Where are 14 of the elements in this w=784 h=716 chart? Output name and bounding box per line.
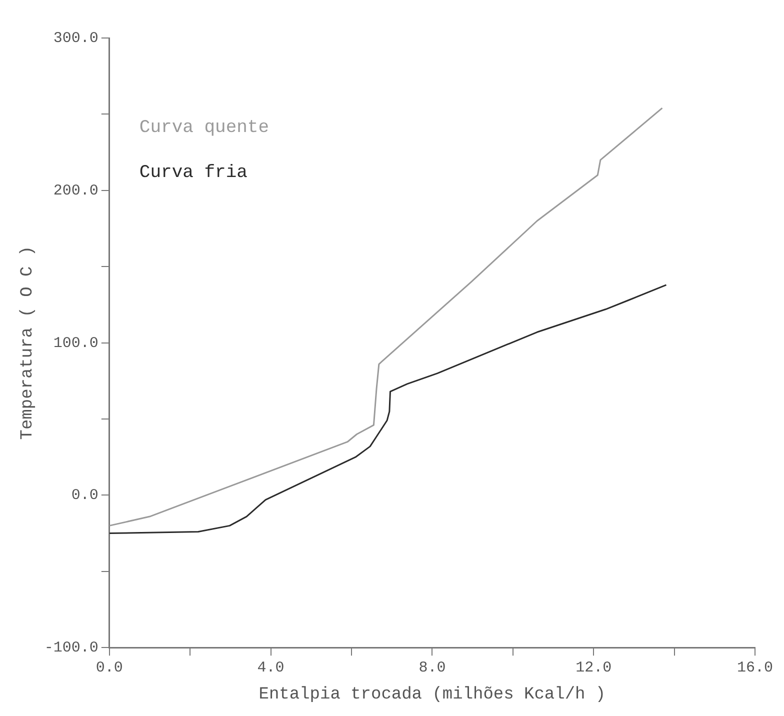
x-tick-label: 0.0: [96, 660, 123, 677]
y-axis-title: Temperatura ( O C ): [18, 246, 38, 440]
text: Curva fria: [139, 162, 248, 183]
text: Curva quente: [139, 118, 270, 138]
x-tick-label: 12.0: [576, 660, 612, 677]
x-tick-label: 8.0: [418, 660, 446, 677]
y-tick-label: 0.0: [71, 487, 98, 504]
y-tick-label: 100.0: [53, 334, 98, 352]
x-tick-label: 16.0: [736, 660, 774, 677]
x-axis-title: Entalpia trocada (milhões Kcal/h ): [258, 685, 606, 704]
y-tick-label: 200.0: [53, 182, 98, 200]
y-tick-label: -100.0: [44, 640, 98, 657]
y-tick-label: 300.0: [53, 30, 98, 47]
x-tick-label: 4.0: [257, 660, 284, 677]
